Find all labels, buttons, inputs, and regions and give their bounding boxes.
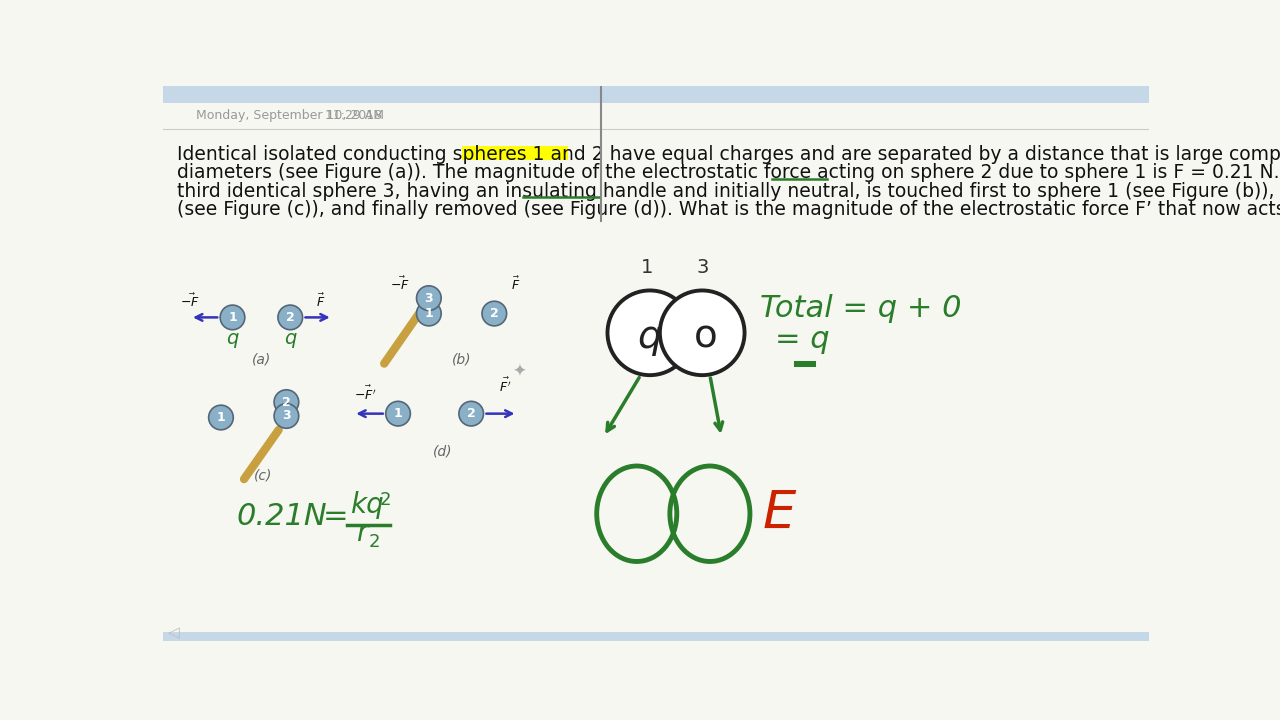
- Text: ◁: ◁: [168, 626, 179, 641]
- Text: (see Figure (c)), and finally removed (see Figure (d)). What is the magnitude of: (see Figure (c)), and finally removed (s…: [177, 200, 1280, 219]
- Text: $\vec{-F'}$: $\vec{-F'}$: [355, 384, 378, 402]
- Text: 1: 1: [228, 311, 237, 324]
- Text: $\vec{-F}$: $\vec{-F}$: [180, 292, 200, 310]
- Text: o: o: [694, 318, 718, 356]
- Text: 3: 3: [425, 292, 433, 305]
- Text: 3: 3: [282, 410, 291, 423]
- Text: $\vec{-F}$: $\vec{-F}$: [389, 276, 410, 294]
- Text: (a): (a): [252, 353, 271, 366]
- Text: 2: 2: [282, 395, 291, 408]
- Text: 2: 2: [369, 533, 380, 551]
- Text: 2: 2: [380, 491, 392, 509]
- Text: q: q: [227, 328, 238, 348]
- Text: 2: 2: [490, 307, 499, 320]
- Circle shape: [385, 401, 411, 426]
- Text: 0.21N: 0.21N: [237, 503, 328, 531]
- Text: 1: 1: [640, 258, 653, 276]
- Text: $\vec{F}$: $\vec{F}$: [511, 276, 521, 294]
- Text: r: r: [356, 518, 367, 546]
- Circle shape: [416, 286, 442, 310]
- Text: Total = q + 0: Total = q + 0: [760, 294, 961, 323]
- Circle shape: [416, 301, 442, 326]
- Circle shape: [274, 404, 298, 428]
- Bar: [462, 145, 568, 160]
- Text: 1: 1: [216, 411, 225, 424]
- Circle shape: [660, 290, 745, 375]
- Text: 3: 3: [696, 258, 708, 276]
- Text: $\vec{F'}$: $\vec{F'}$: [499, 377, 511, 395]
- Text: (c): (c): [255, 468, 273, 482]
- Circle shape: [483, 301, 507, 326]
- Circle shape: [209, 405, 233, 430]
- Text: 1: 1: [394, 407, 402, 420]
- Text: 11:29 AM: 11:29 AM: [325, 109, 384, 122]
- Text: (d): (d): [433, 445, 452, 459]
- Text: 2: 2: [467, 407, 476, 420]
- Text: = q: = q: [776, 325, 829, 354]
- Text: $\vec{F}$: $\vec{F}$: [316, 292, 325, 310]
- Text: (b): (b): [452, 353, 471, 366]
- Text: 1: 1: [425, 307, 433, 320]
- Text: diameters (see Figure (a)). The magnitude of the electrostatic force acting on s: diameters (see Figure (a)). The magnitud…: [177, 163, 1280, 182]
- Circle shape: [274, 390, 298, 415]
- Circle shape: [278, 305, 302, 330]
- Text: ✦: ✦: [512, 363, 526, 381]
- Text: =: =: [323, 503, 348, 531]
- Text: Identical isolated conducting spheres 1 and 2 have equal charges and are separat: Identical isolated conducting spheres 1 …: [177, 145, 1280, 163]
- Bar: [164, 631, 1149, 641]
- Text: q: q: [284, 328, 297, 348]
- Text: Monday, September 10, 2018: Monday, September 10, 2018: [196, 109, 381, 122]
- Text: kq: kq: [351, 491, 384, 519]
- Text: third identical sphere 3, having an insulating handle and initially neutral, is : third identical sphere 3, having an insu…: [177, 181, 1280, 201]
- Circle shape: [460, 401, 484, 426]
- Text: q: q: [637, 318, 662, 356]
- Text: E: E: [763, 487, 796, 540]
- Circle shape: [608, 290, 692, 375]
- Bar: [164, 86, 1149, 104]
- Text: 2: 2: [285, 311, 294, 324]
- Circle shape: [220, 305, 244, 330]
